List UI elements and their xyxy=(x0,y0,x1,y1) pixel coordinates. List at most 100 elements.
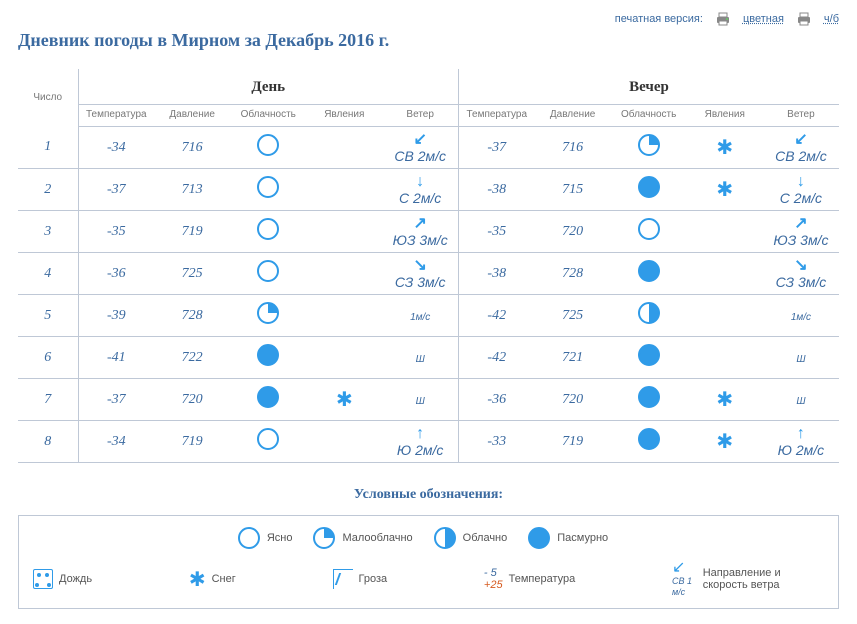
colhead: Облачность xyxy=(611,105,687,127)
legend-cloud-cloudy: Облачно xyxy=(433,526,508,550)
cell-cloud xyxy=(230,295,306,337)
cloud-icon xyxy=(256,343,280,367)
legend-cloud-few: Малооблачно xyxy=(312,526,412,550)
cell-pressure: 725 xyxy=(154,253,230,295)
printer-icon xyxy=(715,12,731,26)
cell-phenomenon xyxy=(687,295,763,337)
cell-wind: ↘СЗ 3м/с xyxy=(763,253,839,295)
legend-box: ЯсноМалооблачноОблачноПасмурно Дождь ✱ С… xyxy=(18,515,839,609)
cell-phenomenon xyxy=(687,337,763,379)
table-row: 3-35719↗ЮЗ 3м/с-35720↗ЮЗ 3м/с xyxy=(18,211,839,253)
cell-temp: -41 xyxy=(78,337,154,379)
cloud-icon xyxy=(256,385,280,409)
cell-pressure: 713 xyxy=(154,169,230,211)
day-number: 5 xyxy=(18,295,78,337)
cell-cloud xyxy=(230,379,306,421)
cloud-icon xyxy=(637,301,661,325)
cell-temp: -35 xyxy=(458,211,534,253)
cloud-icon xyxy=(637,259,661,283)
legend-wind: ↙ СВ 1 м/с Направление и скорость ветра xyxy=(672,560,812,598)
cloud-icon xyxy=(637,175,661,199)
cell-temp: -36 xyxy=(458,379,534,421)
cell-cloud xyxy=(230,253,306,295)
table-row: 8-34719↑Ю 2м/с-33719✱↑Ю 2м/с xyxy=(18,421,839,463)
cloud-icon xyxy=(527,526,551,550)
cell-phenomenon: ✱ xyxy=(687,421,763,463)
cloud-icon xyxy=(637,427,661,451)
colhead: Давление xyxy=(154,105,230,127)
cloud-icon xyxy=(256,301,280,325)
cloud-icon xyxy=(237,526,261,550)
printer-icon xyxy=(796,12,812,26)
colhead: Ветер xyxy=(763,105,839,127)
section-evening: Вечер xyxy=(458,69,839,105)
page-title: Дневник погоды в Мирном за Декабрь 2016 … xyxy=(18,30,839,51)
day-number: 3 xyxy=(18,211,78,253)
cell-temp: -38 xyxy=(458,169,534,211)
snow-icon: ✱ xyxy=(336,389,353,411)
snow-icon: ✱ xyxy=(189,567,206,592)
cell-cloud xyxy=(230,169,306,211)
table-row: 6-41722Ш-42721Ш xyxy=(18,337,839,379)
cell-cloud xyxy=(611,211,687,253)
cell-temp: -34 xyxy=(78,421,154,463)
cell-phenomenon: ✱ xyxy=(687,127,763,169)
cell-wind: ↗ЮЗ 3м/с xyxy=(763,211,839,253)
rain-icon xyxy=(33,569,53,589)
cell-wind: ↓С 2м/с xyxy=(763,169,839,211)
day-number: 1 xyxy=(18,127,78,169)
cell-wind: ↘СЗ 3м/с xyxy=(382,253,458,295)
snow-icon: ✱ xyxy=(716,389,733,411)
cell-wind: ↙СВ 2м/с xyxy=(382,127,458,169)
table-row: 5-397281м/с-427251м/с xyxy=(18,295,839,337)
cell-pressure: 725 xyxy=(535,295,611,337)
print-color-link[interactable]: цветная xyxy=(743,13,784,25)
cell-phenomenon xyxy=(306,337,382,379)
cell-pressure: 720 xyxy=(535,211,611,253)
cell-phenomenon xyxy=(687,253,763,295)
cloud-icon xyxy=(256,133,280,157)
cell-pressure: 719 xyxy=(154,211,230,253)
cell-phenomenon xyxy=(306,253,382,295)
cloud-icon xyxy=(637,133,661,157)
legend-title: Условные обозначения: xyxy=(18,487,839,503)
cell-pressure: 715 xyxy=(535,169,611,211)
cell-phenomenon: ✱ xyxy=(306,379,382,421)
cell-cloud xyxy=(611,337,687,379)
cloud-icon xyxy=(256,217,280,241)
cell-temp: -33 xyxy=(458,421,534,463)
cell-cloud xyxy=(611,253,687,295)
cell-temp: -37 xyxy=(78,169,154,211)
cell-temp: -35 xyxy=(78,211,154,253)
cell-wind: 1м/с xyxy=(763,295,839,337)
cell-wind: ↑Ю 2м/с xyxy=(382,421,458,463)
cloud-icon xyxy=(312,526,336,550)
cell-wind: Ш xyxy=(763,379,839,421)
cell-pressure: 720 xyxy=(154,379,230,421)
col-daynum: Число xyxy=(18,69,78,127)
cell-temp: -42 xyxy=(458,337,534,379)
cell-temp: -38 xyxy=(458,253,534,295)
cell-wind: Ш xyxy=(382,337,458,379)
cell-wind: ↑Ю 2м/с xyxy=(763,421,839,463)
day-number: 4 xyxy=(18,253,78,295)
print-bw-link[interactable]: ч/б xyxy=(824,13,839,25)
colhead: Температура xyxy=(458,105,534,127)
table-row: 2-37713↓С 2м/с-38715✱↓С 2м/с xyxy=(18,169,839,211)
cell-phenomenon xyxy=(306,169,382,211)
print-toolbar: печатная версия: цветная ч/б xyxy=(18,12,839,26)
cell-cloud xyxy=(230,421,306,463)
cell-cloud xyxy=(611,295,687,337)
cell-phenomenon: ✱ xyxy=(687,379,763,421)
weather-table: Число День Вечер ТемператураДавлениеОбла… xyxy=(18,69,839,463)
cloud-icon xyxy=(256,175,280,199)
cell-pressure: 728 xyxy=(535,253,611,295)
cell-wind: Ш xyxy=(763,337,839,379)
cell-wind: ↙СВ 2м/с xyxy=(763,127,839,169)
cell-cloud xyxy=(230,211,306,253)
thunder-icon xyxy=(333,569,353,589)
cell-phenomenon xyxy=(306,127,382,169)
legend-thunder: Гроза xyxy=(333,569,388,589)
snow-icon: ✱ xyxy=(716,179,733,201)
day-number: 2 xyxy=(18,169,78,211)
